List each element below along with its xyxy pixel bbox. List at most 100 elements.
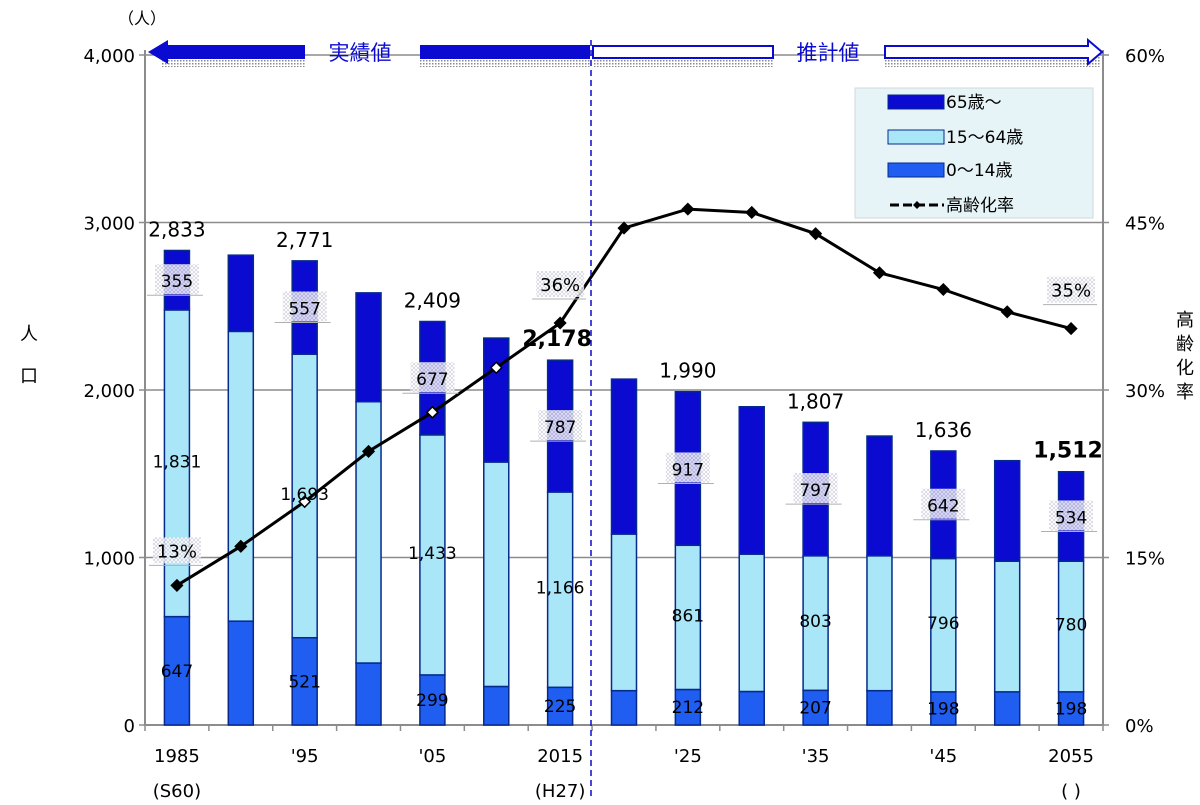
bar-segment-working	[355, 400, 382, 664]
elderly-label-bg	[410, 362, 455, 393]
elderly-value-label: 917	[672, 460, 704, 480]
aging-rate-point	[170, 578, 184, 592]
x-tick-sublabel: (H27)	[535, 781, 585, 802]
bar-segment-elderly	[355, 292, 382, 403]
elderly-value-label: 677	[416, 370, 448, 390]
legend-swatch-working	[887, 129, 945, 145]
aging-rate-point	[1064, 322, 1078, 336]
legend: 65歳～ 15～64歳 0～14歳 高齢化率	[854, 87, 1094, 219]
young-value-label: 212	[672, 698, 704, 718]
actual-label: 実績値	[329, 41, 392, 65]
left-tick-label: 3,000	[83, 214, 135, 235]
bar-segment-young	[738, 690, 765, 726]
aging-rate-point	[361, 444, 376, 458]
elderly-value-label: 557	[288, 300, 320, 320]
right-tick-label: 15%	[1125, 549, 1165, 570]
elderly-label-bg	[921, 488, 966, 519]
total-label: 2,178	[522, 327, 592, 352]
legend-marker-rate	[913, 201, 921, 209]
bar-segment-working	[1057, 560, 1085, 693]
aging-rate-point	[234, 539, 248, 553]
working-value-label: 1,831	[153, 452, 202, 472]
rate-value-label: 35%	[1051, 281, 1091, 302]
legend-box	[854, 87, 1094, 219]
working-value-label: 803	[799, 612, 831, 632]
bar-segment-working	[546, 491, 574, 689]
actual-arrow-shadow	[162, 57, 305, 67]
elderly-value-label: 797	[799, 481, 831, 501]
rate-value-label: 36%	[540, 275, 580, 296]
bar-segment-young	[1057, 691, 1085, 726]
rate-label-bg	[152, 537, 201, 564]
young-value-label: 299	[416, 691, 448, 711]
x-tick-sublabel: (S60)	[153, 781, 201, 802]
bars	[163, 249, 1085, 726]
bar-segment-working	[610, 533, 638, 692]
right-tick-label: 45%	[1125, 214, 1165, 235]
elderly-label-bg	[154, 264, 199, 295]
x-tick-label: '05	[418, 746, 446, 767]
bar-segment-young	[355, 662, 382, 726]
aging-rate-point	[1000, 305, 1014, 319]
total-label: 2,409	[404, 288, 461, 312]
bar-segment-young	[930, 691, 957, 726]
x-tick-label: 2055	[1048, 746, 1094, 767]
x-tick-label: 1985	[154, 746, 200, 767]
elderly-label-bg	[665, 452, 710, 483]
right-axis-title: 高齢化率	[1176, 310, 1194, 403]
actual-arrow-right	[420, 45, 590, 59]
aging-rate-point	[745, 205, 759, 220]
aging-rate-point	[553, 316, 567, 330]
bar-segment-young	[802, 689, 829, 726]
aging-rate-point	[617, 221, 631, 235]
aging-rate-point	[809, 227, 823, 241]
bar-segment-young	[866, 689, 893, 726]
bar-segment-elderly	[993, 459, 1021, 562]
left-axis-unit: （人）	[118, 9, 166, 28]
legend-label-elderly: 65歳～	[946, 93, 1002, 113]
working-value-label: 861	[672, 606, 704, 626]
bar-segment-young	[993, 691, 1021, 726]
left-tick-label: 2,000	[83, 381, 135, 402]
period-banner: 実績値 推計値	[148, 37, 1104, 800]
x-tick-label: '35	[802, 746, 830, 767]
elderly-label-bg	[538, 410, 583, 441]
aging-rate-point	[298, 495, 312, 509]
x-tick-sublabel: ( )	[1061, 781, 1081, 802]
bar-segment-young	[227, 620, 255, 726]
projected-arrow-shadow	[593, 57, 773, 67]
bar-segment-elderly	[483, 337, 510, 463]
aging-rate-point	[681, 202, 695, 216]
right-tick-label: 60%	[1125, 46, 1165, 67]
bar-segment-working	[227, 330, 255, 622]
total-label: 2,771	[276, 228, 333, 252]
elderly-value-label: 355	[161, 272, 193, 292]
working-value-label: 780	[1055, 616, 1087, 636]
bar-segment-working	[993, 560, 1021, 693]
bar-segment-young	[674, 688, 702, 726]
projected-label: 推計値	[797, 41, 860, 65]
bar-segment-young	[291, 636, 318, 726]
axes: 0 1,000 2,000 3,000 4,000 0% 15% 30% 45% 60% 1985 '…	[83, 46, 1165, 802]
bar-segment-elderly	[610, 378, 638, 535]
bar-segment-elderly	[227, 254, 255, 333]
legend-swatch-elderly	[887, 94, 945, 110]
aging-rate-point	[936, 282, 950, 297]
x-tick-label: 2015	[537, 746, 583, 767]
right-tick-label: 0%	[1125, 716, 1154, 737]
elderly-label-bg	[1049, 500, 1094, 531]
x-tick-label: '25	[674, 746, 702, 767]
left-tick-label: 4,000	[83, 46, 135, 67]
total-label: 2,833	[148, 217, 205, 241]
bar-segment-working	[866, 555, 893, 692]
young-value-label: 198	[1055, 699, 1087, 719]
bar-segment-young	[163, 615, 191, 726]
rate-label-bg	[536, 271, 585, 297]
working-value-label: 1,166	[536, 579, 585, 599]
legend-label-working: 15～64歳	[946, 128, 1023, 148]
aging-rate-point	[872, 266, 887, 280]
bar-segment-working	[483, 461, 510, 688]
total-label: 1,636	[915, 418, 972, 442]
aging-rate-point	[425, 405, 439, 419]
